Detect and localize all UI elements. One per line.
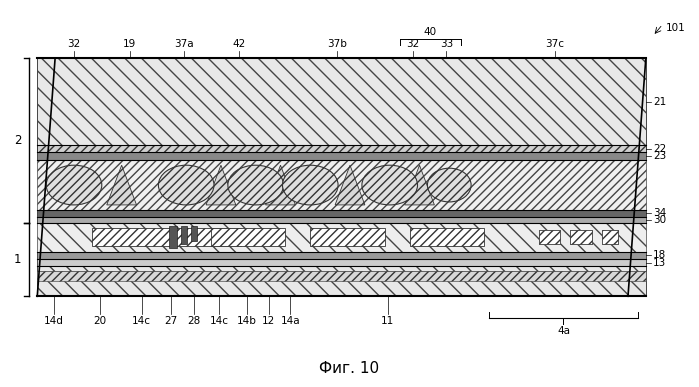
Text: 28: 28: [187, 316, 201, 326]
Text: 20: 20: [93, 316, 106, 326]
Text: 37b: 37b: [327, 39, 347, 49]
Text: 21: 21: [653, 97, 666, 107]
Text: 23: 23: [653, 151, 666, 161]
Text: 14c: 14c: [132, 316, 151, 326]
Text: 14c: 14c: [210, 316, 229, 326]
Text: 12: 12: [262, 316, 275, 326]
Bar: [92, 228, 240, 246]
Polygon shape: [405, 165, 434, 205]
Bar: [37, 271, 646, 281]
Text: 32: 32: [67, 39, 80, 49]
Bar: [570, 230, 592, 244]
Text: 14a: 14a: [280, 316, 301, 326]
Text: 32: 32: [406, 39, 419, 49]
Bar: [37, 152, 646, 160]
Bar: [191, 226, 197, 241]
Ellipse shape: [282, 165, 338, 205]
Text: 14b: 14b: [237, 316, 257, 326]
Bar: [37, 267, 646, 296]
Bar: [570, 230, 592, 244]
Ellipse shape: [362, 165, 417, 205]
Bar: [37, 223, 646, 252]
Bar: [37, 252, 646, 259]
Bar: [37, 217, 646, 223]
Ellipse shape: [427, 168, 471, 202]
Text: 37c: 37c: [545, 39, 564, 49]
Bar: [37, 271, 646, 276]
Text: 13: 13: [653, 257, 666, 267]
Text: 4a: 4a: [557, 326, 570, 336]
Polygon shape: [206, 165, 236, 205]
Bar: [410, 228, 484, 246]
Text: 11: 11: [381, 316, 394, 326]
Polygon shape: [335, 165, 365, 205]
Bar: [310, 228, 384, 246]
Ellipse shape: [159, 165, 214, 205]
Ellipse shape: [228, 165, 284, 205]
Bar: [602, 230, 618, 244]
Text: 18: 18: [653, 250, 666, 260]
Text: 33: 33: [440, 39, 453, 49]
Bar: [539, 230, 561, 244]
Text: 1: 1: [14, 253, 22, 266]
Text: 2: 2: [14, 134, 22, 147]
Bar: [37, 58, 646, 146]
Bar: [211, 228, 285, 246]
Bar: [37, 210, 646, 217]
Text: 14d: 14d: [44, 316, 64, 326]
Bar: [37, 259, 646, 267]
Text: 34: 34: [653, 208, 666, 218]
Text: 101: 101: [665, 23, 686, 33]
Bar: [539, 230, 561, 244]
Text: 19: 19: [123, 39, 136, 49]
Text: 30: 30: [653, 215, 666, 225]
Text: 22: 22: [653, 144, 666, 154]
Text: Фиг. 10: Фиг. 10: [319, 361, 379, 376]
Polygon shape: [107, 165, 136, 205]
Polygon shape: [266, 165, 296, 205]
Text: 27: 27: [165, 316, 178, 326]
Text: 37a: 37a: [174, 39, 194, 49]
Text: 40: 40: [424, 27, 437, 37]
Bar: [37, 160, 646, 210]
Bar: [602, 230, 618, 244]
Bar: [37, 146, 646, 152]
Text: 42: 42: [232, 39, 245, 49]
Ellipse shape: [46, 165, 102, 205]
Bar: [181, 226, 187, 244]
Bar: [169, 226, 178, 248]
